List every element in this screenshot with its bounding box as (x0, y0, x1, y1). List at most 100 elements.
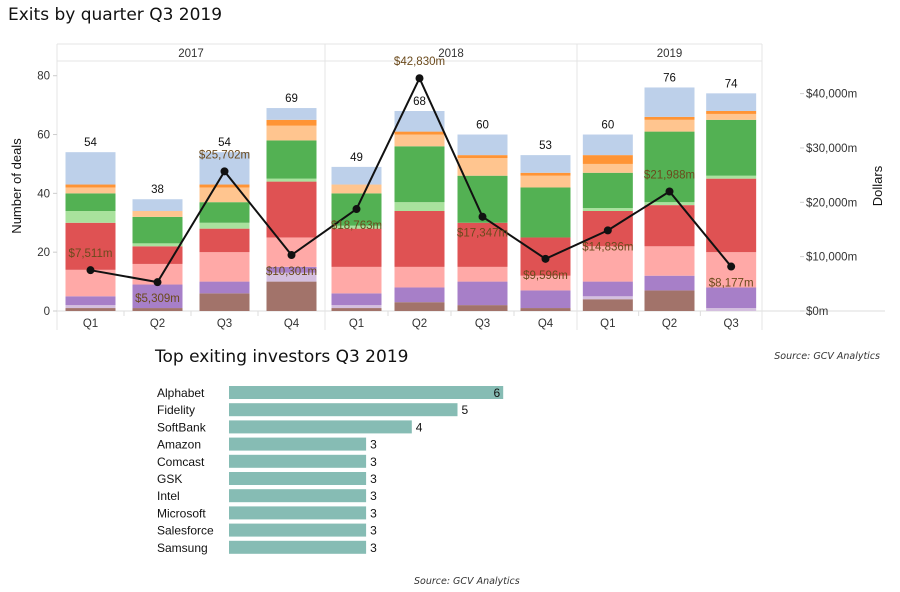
quarter-label: Q2 (662, 318, 677, 330)
bar-segment (394, 146, 445, 203)
y2-tick-label: $0m (806, 306, 828, 318)
bar-segment (582, 134, 633, 156)
bar-total-label: 74 (725, 78, 738, 90)
bar-segment (132, 243, 183, 247)
dollars-label: $5,309m (135, 293, 180, 305)
investor-value-label: 3 (370, 455, 377, 469)
bar-segment (644, 275, 695, 291)
year-label: 2019 (657, 48, 683, 60)
bar-segment (331, 266, 382, 294)
bar-segment (331, 308, 382, 311)
bar-segment (457, 305, 508, 311)
y-tick-label: 40 (37, 188, 50, 200)
y2-tick-label: $30,000m (806, 143, 857, 155)
dollars-point (478, 212, 487, 221)
bar-segment (266, 140, 317, 179)
bar-segment (132, 246, 183, 264)
bar-segment (132, 284, 183, 309)
quarter-label: Q3 (217, 318, 232, 330)
investor-bar (229, 523, 367, 537)
dollars-point (352, 205, 361, 214)
exits-by-quarter-chart: 2017 Q1 Q2 Q3 Q4 2018 Q1 Q2 Q3 Q4 2019 Q1 Q2 Q3 0 20 40 6… (9, 43, 885, 330)
bar-segment (582, 163, 633, 173)
bar-segment (520, 175, 571, 188)
bar-segment (394, 202, 445, 211)
bar-segment (65, 193, 116, 211)
bar-segment (394, 134, 445, 147)
bar-segment (65, 296, 116, 306)
bar-segment (331, 225, 382, 229)
bar-segment (457, 266, 508, 282)
bar-segment (266, 178, 317, 182)
bar-total-label: 54 (218, 137, 231, 149)
investor-label: Comcast (157, 455, 205, 469)
bar-segment (706, 175, 757, 179)
bar-segment (132, 211, 183, 217)
investor-value-label: 3 (370, 438, 377, 452)
bar-segment (582, 296, 633, 300)
investor-value-label: 5 (462, 403, 469, 417)
source-note-bottom: Source: GCV Analytics (414, 576, 520, 587)
quarter-label: Q2 (412, 318, 427, 330)
bar-segment (199, 293, 250, 311)
investor-bar (229, 437, 367, 451)
investor-bar (229, 420, 412, 434)
dollars-label: $25,702m (199, 149, 250, 161)
bar-segment (644, 119, 695, 132)
bar-segment (644, 290, 695, 311)
bar-segment (457, 158, 508, 176)
dollars-label: $7,511m (69, 248, 113, 260)
y2-tick-label: $40,000m (806, 89, 857, 101)
investor-bar (229, 386, 504, 399)
bar-segment (65, 305, 116, 309)
investor-value-label: 3 (370, 506, 377, 520)
y-axis-title: Number of deals (9, 138, 24, 234)
bar-segment (199, 228, 250, 253)
year-label: 2017 (178, 48, 204, 60)
dollars-label: $17,347m (457, 228, 508, 240)
bar-segment (582, 208, 633, 211)
dollars-point (603, 226, 612, 235)
dollars-label: $14,836m (582, 241, 633, 253)
bar-segment (394, 131, 445, 135)
bar-segment (199, 202, 250, 223)
y-tick-label: 60 (37, 130, 50, 142)
bar-segment (706, 111, 757, 114)
investor-value-label: 4 (416, 420, 423, 434)
bar-segment (266, 181, 317, 238)
bar-segment (266, 266, 317, 273)
bar-segment (582, 246, 633, 282)
dollars-point (86, 266, 95, 275)
y2-axis-title: Dollars (870, 165, 885, 206)
quarter-label: Q1 (600, 318, 615, 330)
bar-segment (199, 252, 250, 282)
dollars-point (153, 278, 162, 287)
dollars-label: $21,988m (644, 170, 695, 182)
bar-segment (132, 308, 183, 311)
investor-bar (229, 454, 367, 468)
y-tick-label: 80 (37, 71, 50, 83)
bar-segment (457, 281, 508, 306)
investor-value-label: 3 (370, 489, 377, 503)
bar-segment (644, 202, 695, 206)
bar-segment (644, 246, 695, 276)
bar-segment (394, 111, 445, 132)
bar-segment (582, 281, 633, 297)
year-label: 2018 (438, 48, 464, 60)
investor-bar (229, 472, 367, 485)
bar-segment (582, 155, 633, 164)
dollars-point (665, 187, 674, 196)
y2-tick-label: $10,000m (806, 252, 857, 264)
dollars-point (415, 74, 424, 83)
quarter-label: Q4 (284, 318, 300, 330)
investor-value-label: 3 (370, 524, 377, 538)
investor-label: SoftBank (157, 420, 207, 434)
bar-segment (65, 184, 116, 188)
investor-bar (229, 489, 367, 503)
investor-label: Intel (157, 489, 180, 503)
investor-bar (229, 506, 367, 520)
bar-segment (520, 275, 571, 291)
bar-segment (520, 308, 571, 311)
investor-bar (229, 403, 458, 417)
